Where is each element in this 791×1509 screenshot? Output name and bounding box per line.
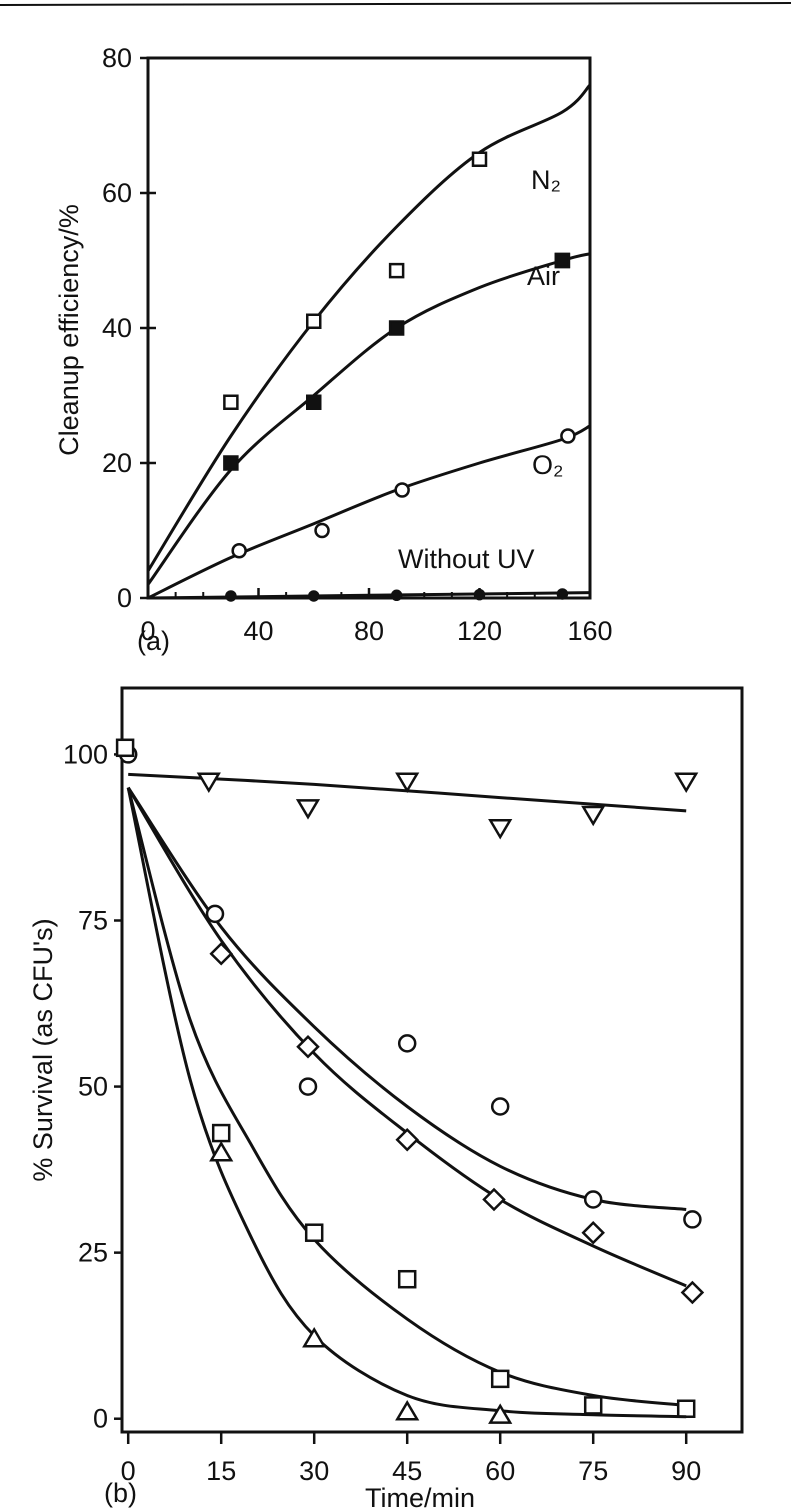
series-label: N₂ xyxy=(531,165,561,195)
y-tick-label: 25 xyxy=(78,1238,108,1268)
data-point xyxy=(306,313,322,329)
data-point xyxy=(223,455,239,471)
plot-frame xyxy=(146,56,592,600)
y-tick-label: 20 xyxy=(102,448,132,478)
x-tick-label: 45 xyxy=(392,1456,422,1486)
plot-frame xyxy=(120,686,744,1434)
x-tick-label: 40 xyxy=(243,616,273,646)
data-point xyxy=(488,819,513,840)
data-point xyxy=(583,1190,603,1209)
data-point xyxy=(482,1187,506,1212)
x-tick-label: 0 xyxy=(140,616,155,646)
data-point xyxy=(295,799,321,820)
y-tick-label: 50 xyxy=(78,1072,108,1102)
data-point xyxy=(298,1077,318,1096)
data-point xyxy=(205,904,225,924)
series-fit-line xyxy=(146,83,592,572)
data-point xyxy=(676,1399,696,1418)
data-point xyxy=(397,1269,417,1289)
data-point xyxy=(394,482,410,498)
series-fit-line xyxy=(147,591,591,600)
data-point xyxy=(196,772,221,794)
data-point xyxy=(304,1223,324,1242)
x-tick-label: 60 xyxy=(485,1456,515,1486)
data-point xyxy=(680,1280,705,1305)
x-tick-label: 120 xyxy=(457,616,502,646)
y-tick-label: 75 xyxy=(78,906,108,936)
data-point xyxy=(211,1123,231,1143)
data-point xyxy=(581,1220,605,1245)
data-point xyxy=(231,543,247,559)
x-tick-label: 80 xyxy=(354,616,384,646)
data-point xyxy=(308,590,320,602)
y-tick-label: 100 xyxy=(63,739,108,769)
data-point xyxy=(488,1403,513,1424)
data-point xyxy=(296,1034,320,1059)
y-axis-label: Cleanup efficiency/% xyxy=(54,204,84,456)
series-fit-line xyxy=(126,786,687,1288)
data-point xyxy=(306,394,322,410)
y-tick-label: 40 xyxy=(102,313,132,343)
series-label: O₂ xyxy=(532,450,563,480)
series-label: Without UV xyxy=(398,544,535,574)
data-point xyxy=(302,1326,327,1348)
x-tick-label: 0 xyxy=(121,1456,136,1486)
data-point xyxy=(225,590,237,602)
data-point xyxy=(395,772,420,794)
y-axis-label: % Survival (as CFU's) xyxy=(28,918,58,1181)
data-point xyxy=(388,262,405,279)
panel-b: 0 15 30 45 60 75 90 0 25 50 75 100 % Survival (as CF… xyxy=(28,686,744,1509)
data-point xyxy=(583,1396,603,1415)
data-point xyxy=(223,394,239,410)
data-point xyxy=(209,941,233,966)
data-point xyxy=(556,588,569,600)
series-fit-line xyxy=(146,252,591,586)
x-tick-label: 15 xyxy=(206,1456,236,1486)
y-tick-label: 0 xyxy=(93,1404,108,1434)
data-point xyxy=(490,1097,510,1116)
x-tick-label: 90 xyxy=(671,1456,701,1486)
page-top-rule xyxy=(0,2,791,6)
data-point xyxy=(490,1369,510,1389)
data-point xyxy=(581,805,606,827)
data-point xyxy=(390,589,403,602)
data-point xyxy=(115,738,135,758)
data-point xyxy=(560,428,576,444)
panel-a: 0 40 80 120 160 0 20 40 60 80 Cleanup efficiency/%… xyxy=(54,43,613,656)
data-point xyxy=(473,588,486,601)
panel-label: (a) xyxy=(137,626,170,656)
x-tick-label: 160 xyxy=(567,616,612,646)
panel-label: (b) xyxy=(104,1478,137,1508)
data-point xyxy=(471,151,488,167)
data-point xyxy=(674,772,699,794)
data-point xyxy=(397,1034,417,1053)
x-tick-label: 75 xyxy=(578,1456,608,1486)
data-point xyxy=(554,252,571,269)
y-tick-label: 80 xyxy=(102,43,132,73)
x-axis-label: Time/min xyxy=(365,1483,475,1509)
series-fit-line xyxy=(126,787,687,1419)
y-tick-label: 60 xyxy=(102,178,132,208)
data-point xyxy=(388,320,405,336)
series-fit-line xyxy=(126,787,687,1407)
data-point xyxy=(683,1210,702,1229)
data-point xyxy=(395,1400,420,1421)
x-tick-label: 30 xyxy=(299,1456,329,1486)
data-point xyxy=(209,1140,234,1162)
data-point xyxy=(395,1127,419,1152)
y-tick-label: 0 xyxy=(117,583,132,613)
series-label: Air xyxy=(527,261,560,291)
data-point xyxy=(314,522,330,539)
